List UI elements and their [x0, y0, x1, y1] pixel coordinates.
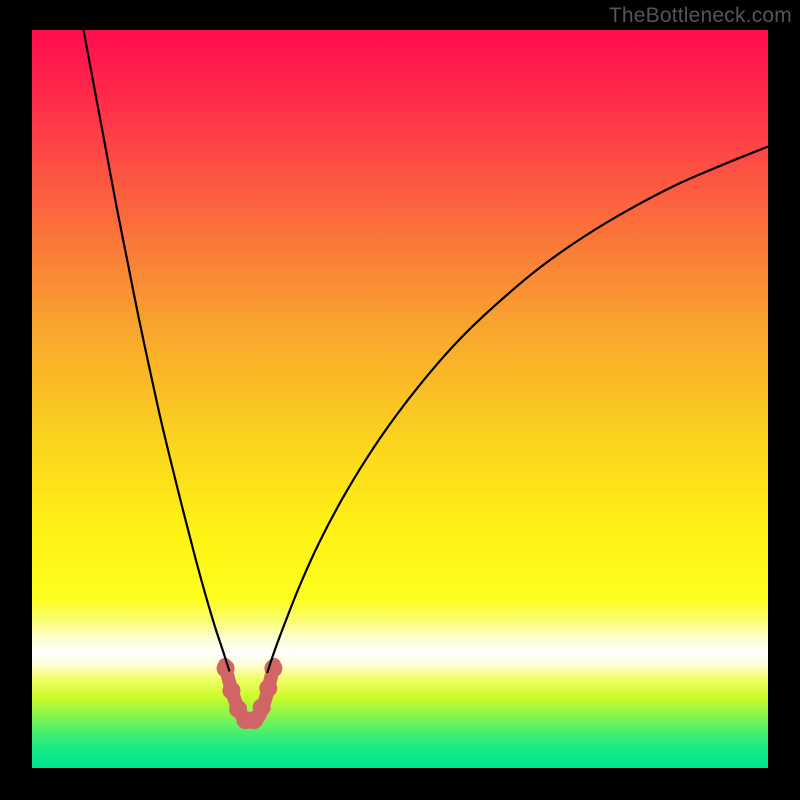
plot-area — [32, 30, 768, 768]
trough-dot — [259, 679, 277, 697]
trough-dot — [253, 698, 271, 716]
chart-container: TheBottleneck.com — [0, 0, 800, 800]
plot-background — [32, 30, 768, 768]
watermark-text: TheBottleneck.com — [609, 4, 792, 28]
trough-dot — [222, 682, 240, 700]
trough-dot — [264, 659, 282, 677]
